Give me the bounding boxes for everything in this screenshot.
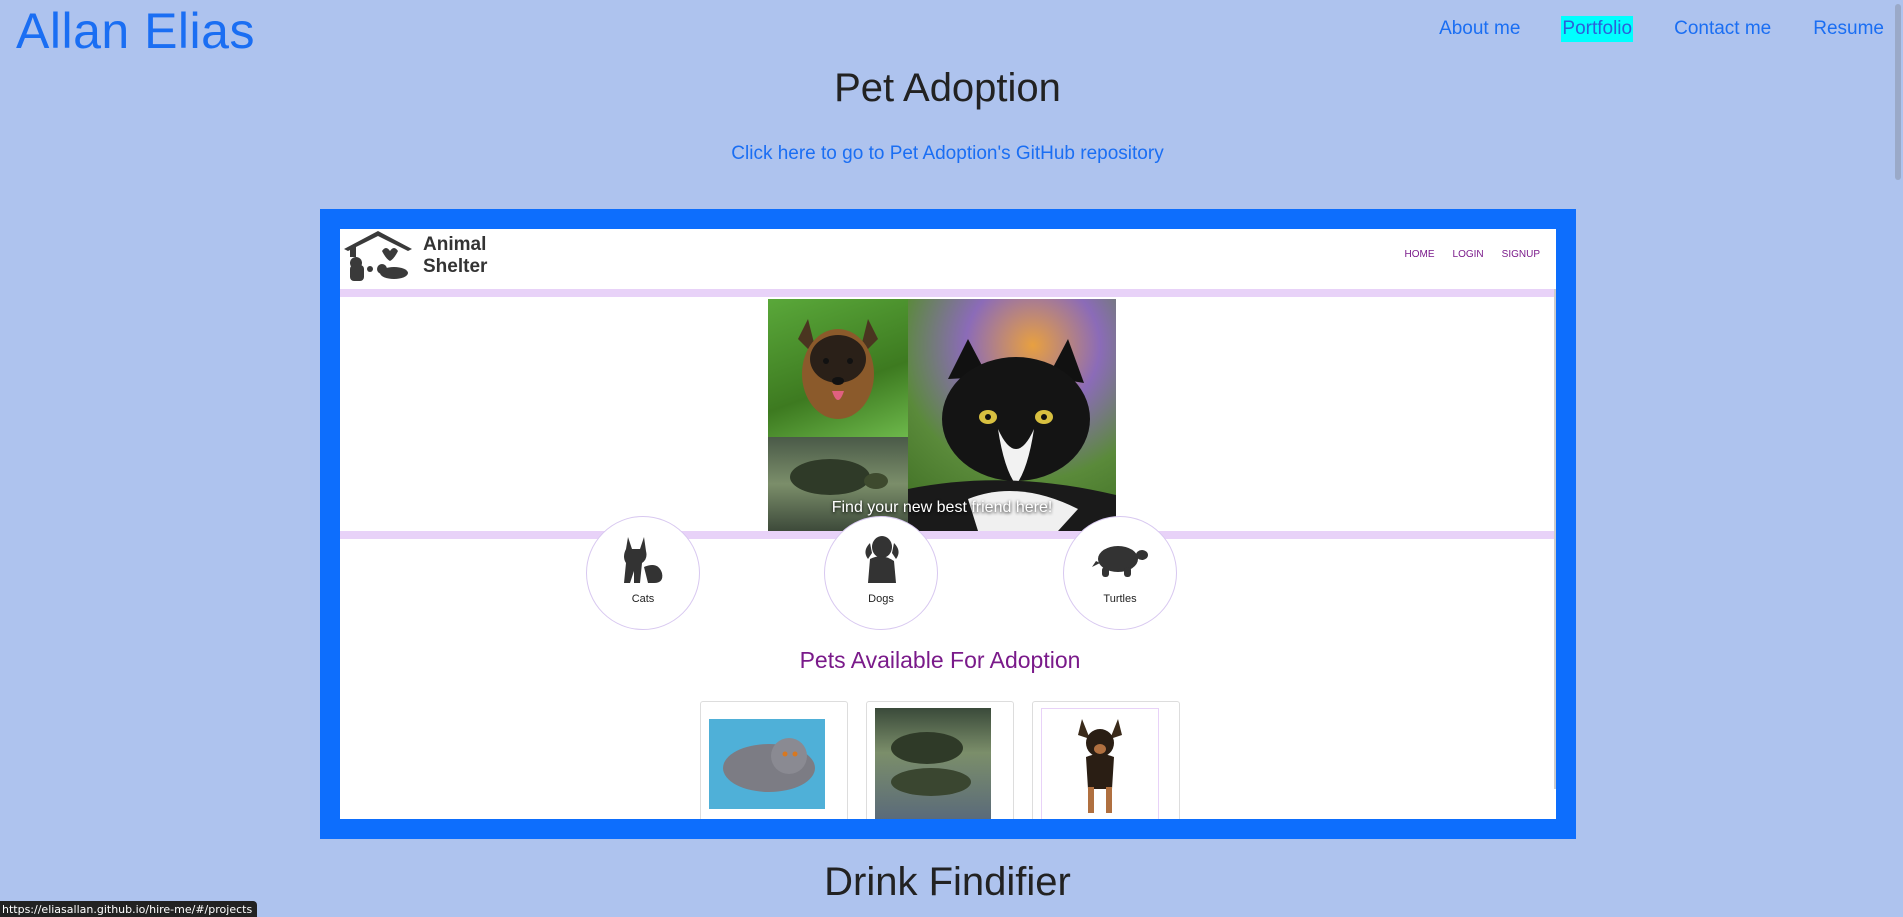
- project-screenshot: Animal Shelter HOME LOGIN SIGNUP: [340, 229, 1556, 819]
- hero-caption: Find your new best friend here!: [831, 499, 1053, 516]
- pet-photo-cat: [709, 708, 825, 819]
- turtle-photo: [768, 437, 908, 531]
- category-label: Cats: [631, 593, 655, 605]
- next-project-title: Drink Findifier: [824, 860, 1071, 904]
- dog-photo: [768, 299, 908, 437]
- pet-photo-turtle: [875, 708, 991, 819]
- animal-shelter-logo-icon: [344, 231, 412, 281]
- repo-link[interactable]: Click here to go to Pet Adoption's GitHu…: [731, 143, 1164, 164]
- category-label: Dogs: [868, 593, 894, 605]
- turtle-silhouette-icon: [1092, 546, 1148, 577]
- nav-contact-me[interactable]: Contact me: [1674, 18, 1772, 39]
- top-nav: About me Portfolio Contact me Resume: [1398, 16, 1885, 42]
- pets-available-heading: Pets Available For Adoption: [799, 647, 1081, 673]
- category-cats: Cats: [586, 516, 700, 630]
- screenshot-header: Animal Shelter HOME LOGIN SIGNUP: [340, 229, 1556, 289]
- category-turtles: Turtles: [1063, 516, 1177, 630]
- pet-card: [700, 701, 848, 819]
- cat-silhouette-icon: [624, 537, 663, 583]
- nav-resume[interactable]: Resume: [1813, 18, 1884, 39]
- dog-silhouette-icon: [865, 536, 899, 583]
- project-title: Pet Adoption: [834, 66, 1061, 110]
- nav-about-me[interactable]: About me: [1439, 18, 1521, 39]
- cat-photo: [908, 299, 1116, 531]
- hero-bottom-stripe: [340, 531, 1556, 539]
- screenshot-nav-login: LOGIN: [1452, 249, 1484, 260]
- pet-card: [866, 701, 1014, 819]
- brand-title[interactable]: Allan Elias: [16, 3, 255, 59]
- hero-collage: Find your new best friend here!: [768, 299, 1116, 531]
- status-bar-url: https://eliasallan.github.io/hire-me/#/p…: [0, 901, 258, 917]
- screenshot-edge: [1554, 289, 1556, 789]
- scrollbar-thumb[interactable]: [1895, 4, 1901, 180]
- category-label: Turtles: [1103, 593, 1137, 605]
- screenshot-nav-home: HOME: [1404, 249, 1435, 260]
- pet-card: [1032, 701, 1180, 819]
- project-screenshot-frame[interactable]: Animal Shelter HOME LOGIN SIGNUP: [320, 209, 1576, 839]
- logo-text: Animal Shelter: [423, 234, 488, 277]
- nav-portfolio[interactable]: Portfolio: [1561, 16, 1634, 42]
- category-dogs: Dogs: [824, 516, 938, 630]
- screenshot-nav-signup: SIGNUP: [1501, 249, 1540, 260]
- header-stripe: [340, 289, 1556, 297]
- screenshot-nav: HOME LOGIN SIGNUP: [1405, 249, 1540, 260]
- pet-photo-dog: [1041, 708, 1159, 819]
